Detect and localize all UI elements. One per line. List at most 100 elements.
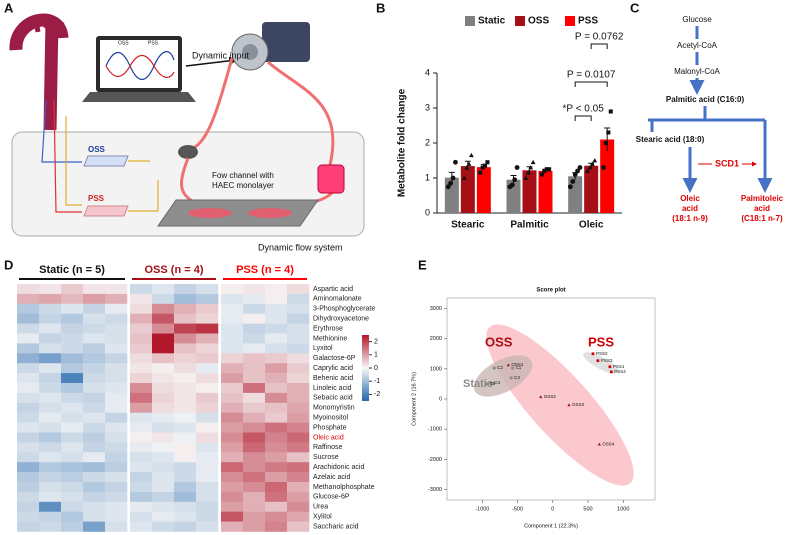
heat-cell (196, 432, 219, 443)
heat-cell (265, 462, 288, 473)
heat-cell (83, 343, 106, 354)
heat-cell (196, 284, 219, 295)
heat-cell (17, 293, 40, 305)
heat-cell (61, 373, 84, 384)
heat-cell (83, 323, 106, 334)
heat-cell (61, 323, 84, 334)
heat-cell (152, 383, 175, 394)
laptop-legend: PSS (148, 40, 159, 46)
heat-cell (130, 343, 153, 354)
x-tick-label: Oleic (579, 220, 604, 231)
confidence-ellipse (583, 352, 619, 374)
point (547, 167, 552, 172)
heat-cell (130, 383, 153, 394)
heat-cell (221, 482, 244, 493)
heat-cell (174, 402, 197, 413)
heat-cell (130, 412, 153, 423)
point (587, 165, 593, 170)
heat-cell (130, 363, 153, 374)
heat-cell (17, 323, 40, 334)
point-label: OSS1 (511, 362, 524, 367)
heat-cell (152, 353, 175, 364)
flow-channel (157, 199, 319, 227)
channel-cells (248, 208, 292, 218)
heat-cell (174, 482, 197, 493)
label: Fow channel with (212, 171, 274, 180)
row-label: Azelaic acid (313, 474, 350, 481)
heat-cell (243, 412, 266, 423)
heat-cell (221, 343, 244, 354)
heat-cell (152, 363, 175, 374)
point (567, 403, 571, 407)
heat-cell (61, 521, 84, 532)
point (492, 366, 496, 370)
heat-cell (265, 402, 288, 413)
heat-cell (39, 521, 62, 532)
product: (C18:1 n-7) (741, 214, 783, 223)
heat-cell (105, 491, 128, 503)
heat-cell (221, 511, 244, 522)
point (509, 182, 515, 188)
chart-title: Score plot (536, 288, 565, 294)
heat-cell (265, 333, 288, 344)
heat-cell (17, 402, 40, 413)
heat-cell (17, 363, 40, 374)
heat-cell (17, 462, 40, 473)
x-tick-label: -1000 (475, 506, 489, 512)
heat-cell (196, 373, 219, 384)
heat-cell (17, 442, 40, 453)
y-tick-label: 0 (425, 207, 430, 217)
x-tick-label: -500 (512, 506, 523, 512)
heat-cell (196, 462, 219, 473)
heat-cell (130, 392, 153, 404)
heat-cell (265, 323, 288, 334)
heat-cell (130, 303, 153, 314)
heat-cell (83, 501, 106, 512)
point (506, 363, 510, 367)
row-label: Urea (313, 504, 328, 511)
heat-cell (287, 383, 310, 394)
row-label: 3-Phosphoglycerate (313, 306, 375, 313)
chip (83, 205, 129, 217)
heat-cell (287, 373, 310, 384)
heat-cell (39, 333, 62, 344)
heat-cell (287, 442, 310, 453)
legend-swatch (565, 16, 575, 26)
point (542, 168, 547, 174)
heat-cell (17, 511, 40, 522)
point (461, 175, 467, 180)
point-label: PSS3 (601, 358, 613, 363)
heat-cell (17, 373, 40, 384)
heat-cell (174, 462, 197, 473)
heat-cell (105, 462, 128, 473)
heat-cell (17, 392, 40, 404)
heat-cell (287, 353, 310, 364)
heat-cell (105, 511, 128, 522)
heat-cell (130, 511, 153, 522)
point (480, 165, 485, 170)
product: Palmitoleic (741, 194, 784, 203)
bar (600, 139, 615, 213)
heat-cell (83, 392, 106, 404)
point-label: PSS2 (596, 351, 608, 356)
heat-cell (221, 303, 244, 314)
heat-cell (196, 343, 219, 354)
heat-cell (287, 482, 310, 493)
heat-cell (196, 323, 219, 334)
heat-cell (105, 432, 128, 443)
heat-cell (174, 442, 197, 453)
heat-cell (287, 392, 310, 404)
heat-cell (287, 472, 310, 483)
heat-cell (39, 383, 62, 394)
bar (476, 167, 491, 213)
heat-cell (221, 353, 244, 364)
x-tick-label: 500 (583, 506, 592, 512)
point-label: OSS4 (602, 441, 615, 446)
heat-cell (17, 501, 40, 512)
heat-cell (17, 491, 40, 503)
heat-cell (105, 343, 128, 354)
point (609, 370, 613, 374)
row-label: Lyxitol (313, 345, 333, 352)
x-tick-label: 0 (551, 506, 554, 512)
pump (262, 22, 310, 62)
